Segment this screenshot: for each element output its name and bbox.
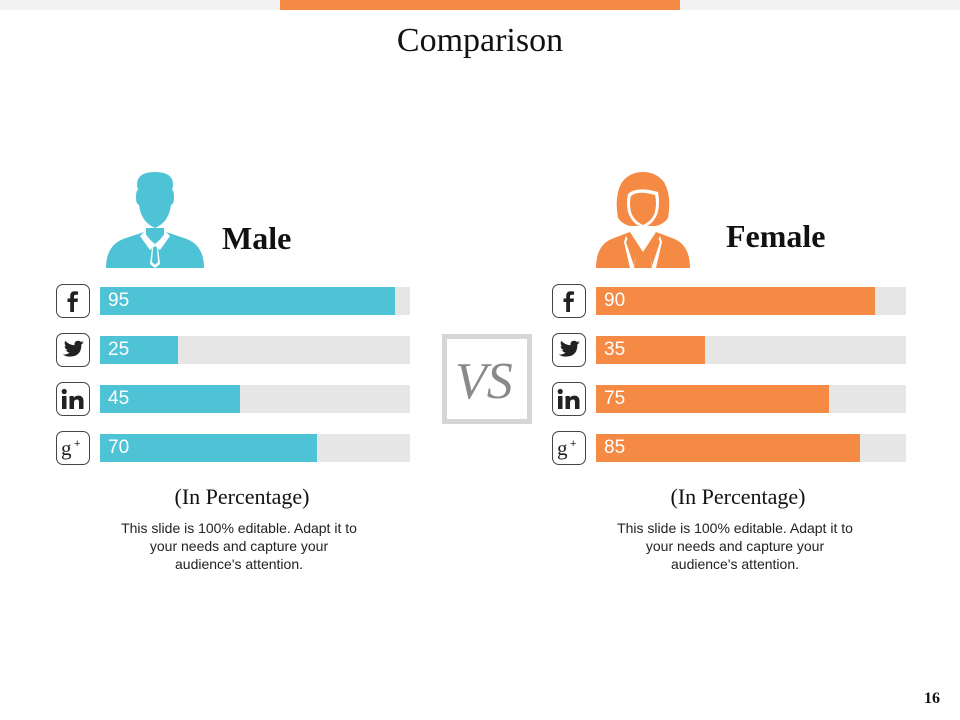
male-user-icon [106, 172, 204, 268]
female-google-plus-bar: 85 [596, 434, 906, 462]
male-google-plus-bar-fill [100, 434, 317, 462]
male-description: This slide is 100% editable. Adapt it to… [121, 520, 357, 572]
female-caption: (In Percentage) [670, 484, 806, 509]
female-twitter-bar: 35 [596, 336, 906, 364]
top-bar-left [0, 0, 280, 10]
svg-text:g: g [557, 436, 568, 460]
female-linkedin-value: 75 [604, 388, 626, 409]
female-twitter-value: 35 [604, 339, 626, 360]
female-twitter-bar-fill [596, 336, 705, 364]
female-description: This slide is 100% editable. Adapt it to… [617, 520, 853, 572]
vs-badge: VS [442, 334, 532, 424]
male-linkedin-bar-fill [100, 385, 240, 413]
google-plus-icon: g + [56, 431, 90, 465]
svg-text:+: + [570, 438, 576, 450]
male-facebook-bar: 95 [100, 287, 410, 315]
linkedin-icon [552, 382, 586, 416]
male-facebook-value: 95 [108, 290, 130, 311]
male-linkedin-bar: 45 [100, 385, 410, 413]
top-accent-bar [280, 0, 680, 10]
male-label: Male [222, 220, 292, 256]
male-twitter-bar: 25 [100, 336, 410, 364]
male-linkedin-value: 45 [108, 388, 130, 409]
svg-text:VS: VS [455, 353, 513, 408]
facebook-icon [56, 284, 90, 318]
female-linkedin-bar-fill [596, 385, 829, 413]
female-facebook-bar-fill [596, 287, 875, 315]
slide-title: Comparison [396, 22, 564, 59]
page-number: 16 [924, 690, 940, 707]
facebook-icon [552, 284, 586, 318]
female-label: Female [726, 218, 826, 254]
vs-icon: VS [455, 353, 513, 408]
female-user-icon [596, 172, 690, 268]
twitter-icon [552, 333, 586, 367]
google-plus-icon: g + [552, 431, 586, 465]
male-facebook-bar-fill [100, 287, 395, 315]
male-twitter-bar-fill [100, 336, 178, 364]
male-google-plus-bar: 70 [100, 434, 410, 462]
svg-text:+: + [74, 438, 80, 450]
male-google-plus-value: 70 [108, 437, 130, 458]
female-facebook-value: 90 [604, 290, 626, 311]
top-bar-right [680, 0, 960, 10]
female-google-plus-bar-fill [596, 434, 860, 462]
twitter-icon [56, 333, 90, 367]
linkedin-icon [56, 382, 90, 416]
female-google-plus-value: 85 [604, 437, 626, 458]
male-caption: (In Percentage) [174, 484, 310, 509]
female-facebook-bar: 90 [596, 287, 906, 315]
svg-text:g: g [61, 436, 72, 460]
male-twitter-value: 25 [108, 339, 130, 360]
female-linkedin-bar: 75 [596, 385, 906, 413]
